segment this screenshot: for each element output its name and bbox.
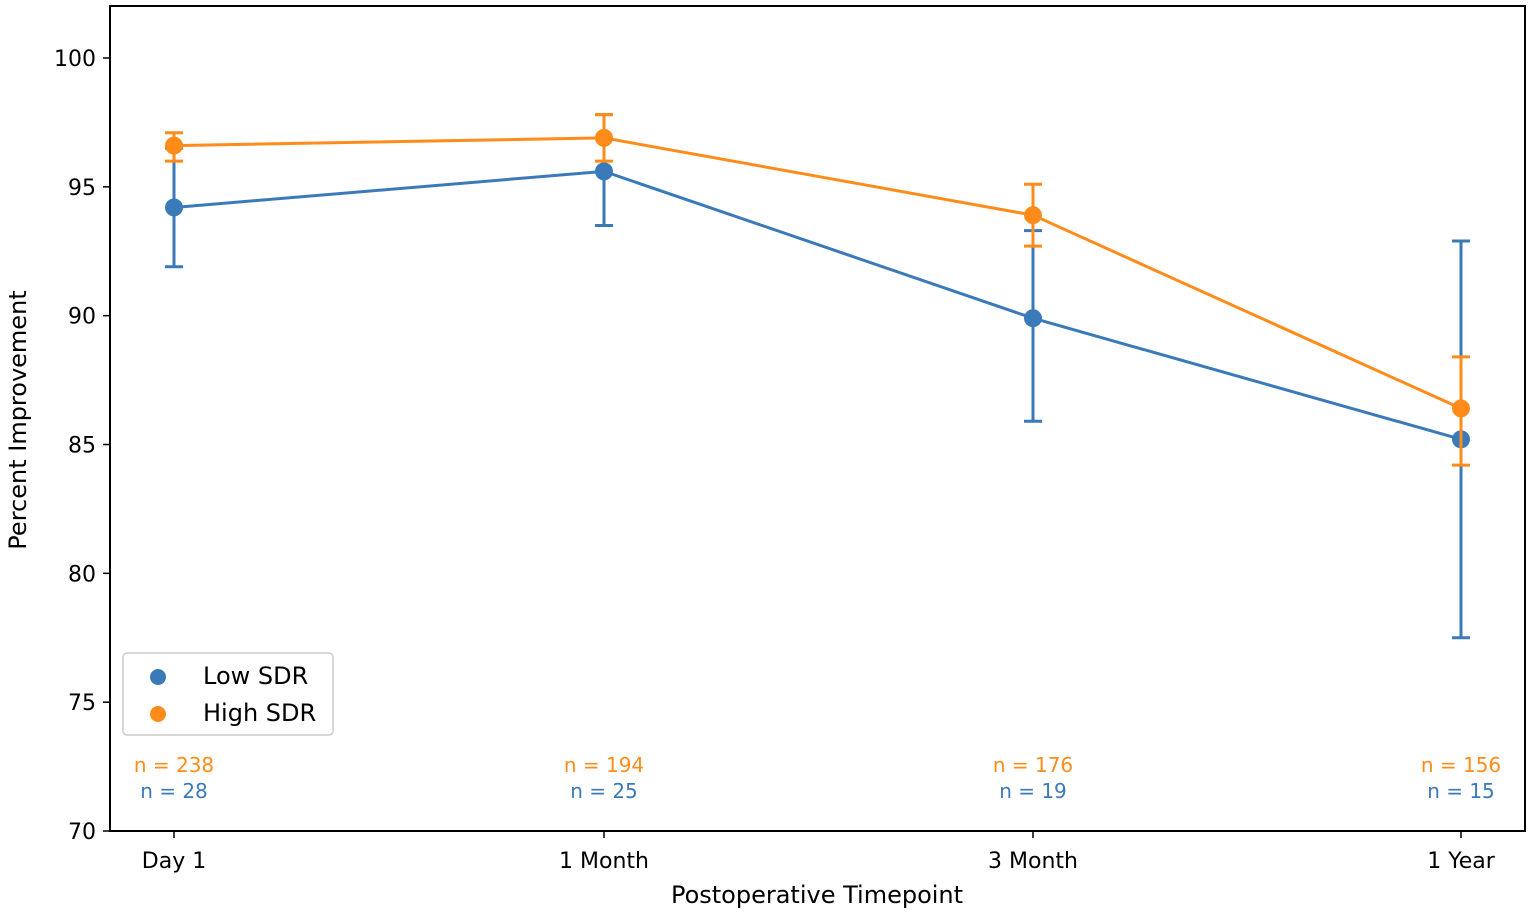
data-point-low-sdr-2 [1024, 309, 1042, 328]
n-label-low-sdr-1: n = 25 [570, 779, 638, 803]
data-point-high-sdr-0 [165, 136, 183, 155]
y-tick-label-100: 100 [54, 47, 96, 72]
series-line-high-sdr [173, 136, 1462, 410]
legend: Low SDR High SDR [122, 652, 334, 736]
data-point-low-sdr-1 [595, 162, 613, 181]
x-tick-label-2: 3 Month [988, 849, 1078, 874]
y-tick-label-70: 70 [68, 820, 96, 845]
x-axis-title: Postoperative Timepoint [671, 881, 963, 909]
data-point-high-sdr-3 [1452, 399, 1470, 418]
data-point-high-sdr-1 [595, 128, 613, 147]
x-axis: Day 1 1 Month 3 Month 1 Year [142, 831, 1496, 874]
n-label-high-sdr-3: n = 156 [1421, 753, 1501, 777]
x-tick-label-0: Day 1 [142, 849, 206, 874]
x-tick-label-3: 1 Year [1427, 849, 1496, 874]
legend-label-high-sdr: High SDR [203, 699, 316, 727]
y-tick-label-90: 90 [68, 305, 96, 330]
series-line-low-sdr [173, 169, 1462, 441]
legend-marker-high-sdr [150, 706, 166, 722]
data-point-low-sdr-0 [165, 198, 183, 217]
n-label-high-sdr-2: n = 176 [993, 753, 1073, 777]
sample-size-labels: n = 28 n = 25 n = 19 n = 15 n = 238 n = 194 n … [134, 753, 1501, 803]
data-point-high-sdr-2 [1024, 206, 1042, 225]
y-tick-label-95: 95 [68, 176, 96, 201]
n-label-low-sdr-3: n = 15 [1427, 779, 1495, 803]
n-label-low-sdr-2: n = 19 [999, 779, 1067, 803]
legend-marker-low-sdr [150, 669, 166, 685]
n-label-low-sdr-0: n = 28 [140, 779, 208, 803]
y-axis: 70 75 80 85 90 95 100 [54, 47, 110, 845]
y-tick-label-85: 85 [68, 434, 96, 459]
series-layer [165, 113, 1470, 640]
series-high-sdr [165, 113, 1470, 467]
plot-frame [109, 5, 1526, 832]
y-tick-label-80: 80 [68, 562, 96, 587]
n-label-high-sdr-1: n = 194 [564, 753, 644, 777]
legend-box [122, 652, 334, 736]
x-tick-label-1: 1 Month [559, 849, 649, 874]
y-tick-label-75: 75 [68, 691, 96, 716]
series-low-sdr [165, 113, 1470, 640]
y-axis-title: Percent Improvement [4, 290, 32, 549]
legend-label-low-sdr: Low SDR [203, 662, 308, 690]
n-label-high-sdr-0: n = 238 [134, 753, 214, 777]
